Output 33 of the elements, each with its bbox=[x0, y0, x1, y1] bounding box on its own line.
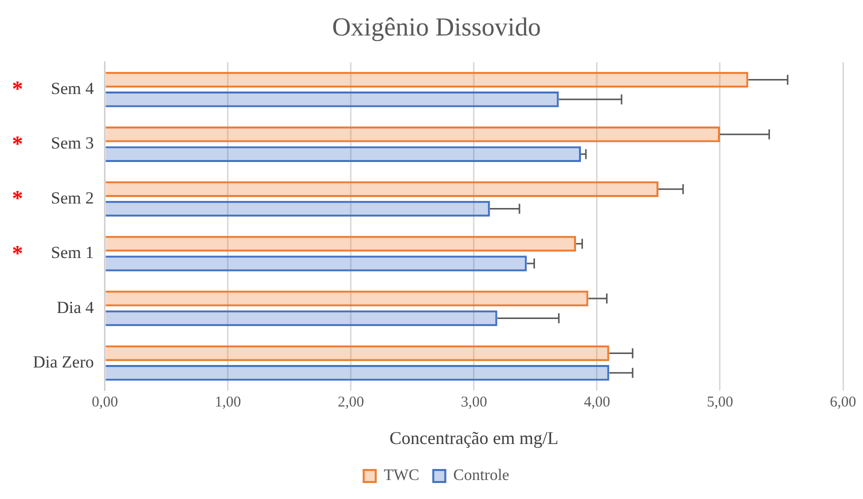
legend-label: Controle bbox=[453, 467, 510, 484]
y-tick-label: Sem 3 bbox=[50, 134, 94, 153]
text: * bbox=[12, 240, 23, 266]
chart-title: Oxigênio Dissovido bbox=[332, 12, 541, 42]
bar bbox=[106, 92, 559, 108]
x-tick-label: 1,00 bbox=[214, 394, 242, 410]
x-tick-label: 2,00 bbox=[338, 394, 364, 410]
y-tick-label: Sem 1 bbox=[50, 243, 94, 262]
y-tick-label: Sem 4 bbox=[50, 79, 94, 98]
x-tick-label: 3,00 bbox=[460, 394, 488, 410]
y-tick-label: Dia Zero bbox=[32, 352, 94, 372]
x-tick-label: 6,00 bbox=[830, 394, 856, 410]
x-axis-title: Concentração em mg/L bbox=[389, 428, 558, 448]
y-tick-label: Dia 4 bbox=[56, 298, 94, 317]
y-tick-label: Sem 2 bbox=[50, 188, 94, 208]
bar bbox=[106, 181, 658, 197]
x-tick-label: 0,00 bbox=[92, 394, 118, 410]
bar bbox=[106, 72, 748, 88]
bar bbox=[106, 146, 581, 162]
x-tick-label: 5,00 bbox=[706, 394, 734, 410]
legend-label: TWC bbox=[384, 467, 420, 484]
bar bbox=[106, 126, 720, 142]
text: * bbox=[12, 130, 23, 156]
bar bbox=[106, 310, 498, 326]
bar bbox=[106, 236, 576, 252]
x-tick-label: 4,00 bbox=[584, 394, 610, 410]
bar bbox=[106, 365, 610, 381]
bar bbox=[106, 200, 490, 217]
bar bbox=[106, 256, 527, 272]
text: * bbox=[12, 186, 23, 211]
bar bbox=[106, 345, 610, 362]
text: * bbox=[12, 76, 23, 102]
bar bbox=[106, 290, 588, 306]
